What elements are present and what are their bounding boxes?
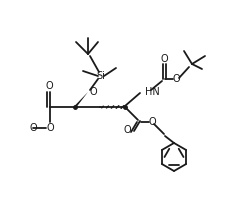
Text: O: O xyxy=(123,125,131,135)
Text: O: O xyxy=(46,123,54,133)
Text: O: O xyxy=(45,81,53,91)
Text: O: O xyxy=(89,87,97,97)
Text: O: O xyxy=(148,117,156,127)
Text: O: O xyxy=(160,54,168,64)
Polygon shape xyxy=(73,92,88,107)
Text: Si: Si xyxy=(97,71,105,81)
Text: O: O xyxy=(29,123,37,133)
Text: O: O xyxy=(172,74,180,84)
Text: HN: HN xyxy=(145,87,160,97)
